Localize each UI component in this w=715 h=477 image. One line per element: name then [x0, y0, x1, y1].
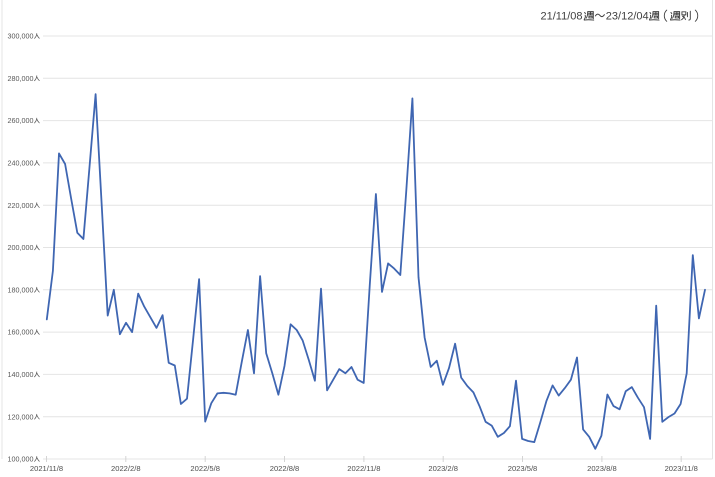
svg-text:2023/11/8: 2023/11/8 — [665, 464, 698, 473]
svg-text:2021/11/8: 2021/11/8 — [30, 464, 63, 473]
svg-text:240,000: 240,000 — [8, 159, 34, 168]
svg-text:100,000: 100,000 — [8, 455, 34, 464]
svg-text:300,000: 300,000 — [8, 32, 34, 41]
svg-text:200,000: 200,000 — [8, 243, 34, 252]
svg-text:2022/2/8: 2022/2/8 — [111, 464, 141, 473]
svg-text:2023/2/8: 2023/2/8 — [428, 464, 458, 473]
svg-text:2022/11/8: 2022/11/8 — [347, 464, 380, 473]
svg-text:260,000: 260,000 — [8, 116, 34, 125]
svg-text:160,000: 160,000 — [8, 328, 34, 337]
svg-text:2023/8/8: 2023/8/8 — [587, 464, 617, 473]
svg-text:2022/8/8: 2022/8/8 — [270, 464, 300, 473]
svg-text:21/11/08: 21/11/08 — [541, 11, 583, 23]
svg-text:2022/5/8: 2022/5/8 — [190, 464, 220, 473]
svg-text:2023/5/8: 2023/5/8 — [508, 464, 538, 473]
svg-text:120,000: 120,000 — [8, 412, 34, 421]
svg-text:23/12/04: 23/12/04 — [606, 11, 649, 23]
svg-text:280,000: 280,000 — [8, 74, 34, 83]
svg-text:140,000: 140,000 — [8, 370, 34, 379]
svg-text:180,000: 180,000 — [8, 285, 34, 294]
svg-text:220,000: 220,000 — [8, 201, 34, 210]
